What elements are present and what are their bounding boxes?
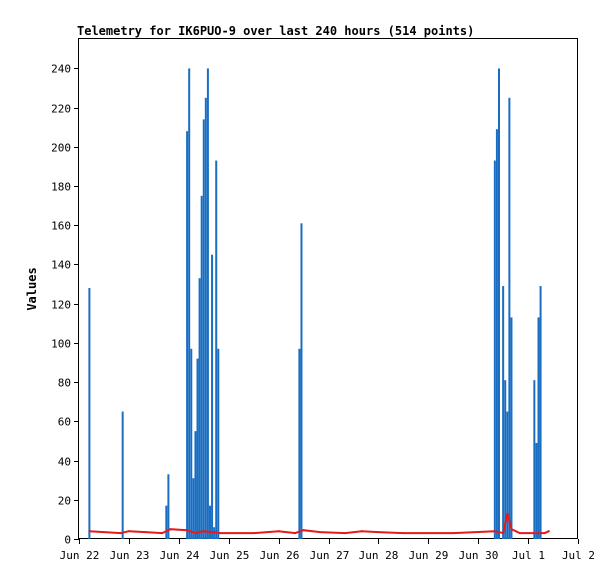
spike-bar (167, 474, 170, 539)
baseline-point (219, 532, 222, 535)
baseline-point (547, 530, 550, 533)
spike-bar (186, 131, 189, 539)
baseline-point (186, 529, 189, 532)
baseline-point (202, 530, 205, 533)
baseline-point (493, 530, 496, 533)
baseline-point (502, 532, 505, 535)
y-tick-label: 20 (58, 495, 71, 508)
baseline-point (88, 530, 91, 533)
spike-bars (88, 68, 542, 540)
spike-bar (493, 160, 496, 539)
spike-bar (211, 254, 214, 539)
spike-bar (165, 505, 168, 539)
baseline-point (510, 528, 513, 531)
y-tick-label: 120 (51, 299, 71, 312)
baseline-point (319, 531, 322, 534)
spike-bar (535, 442, 538, 539)
spike-bar (300, 223, 303, 539)
y-tick-label: 240 (51, 63, 71, 76)
x-tick-label: Jul 1 (512, 549, 545, 562)
spike-bar (298, 348, 301, 539)
baseline-point (302, 529, 305, 532)
baseline-point (144, 531, 147, 534)
spike-bar (506, 411, 509, 539)
spike-bar (198, 278, 201, 539)
plot-frame (78, 38, 578, 539)
baseline-point (452, 532, 455, 535)
baseline-point (360, 530, 363, 533)
spike-bar (202, 119, 205, 540)
spike-bar (206, 68, 209, 539)
y-tick-label: 160 (51, 220, 71, 233)
baseline-point (119, 532, 122, 535)
spike-bar (217, 348, 220, 539)
spike-bar (88, 288, 91, 539)
baseline-line (89, 513, 550, 535)
y-axis-label: Values (25, 267, 39, 310)
x-tick-label: Jul 2 (562, 549, 595, 562)
x-tick-label: Jun 24 (160, 549, 200, 562)
baseline-point (161, 532, 164, 535)
baseline-point (506, 512, 509, 515)
spike-bar (188, 68, 191, 539)
spike-bar (497, 68, 500, 539)
baseline-point (294, 532, 297, 535)
y-tick-label: 80 (58, 377, 71, 390)
spike-bar (504, 380, 507, 539)
spike-bar (495, 129, 498, 539)
baseline-point (169, 528, 172, 531)
x-tick-label: Jun 22 (60, 549, 100, 562)
x-tick-label: Jun 23 (110, 549, 150, 562)
spike-bar (533, 380, 536, 539)
baseline-point (252, 532, 255, 535)
chart-title: Telemetry for IK6PUO-9 over last 240 hou… (77, 24, 474, 38)
y-tick-label: 180 (51, 181, 71, 194)
spike-bar (190, 348, 193, 539)
x-tick-label: Jun 30 (459, 549, 499, 562)
x-tick-label: Jun 28 (359, 549, 399, 562)
baseline-point (277, 530, 280, 533)
spike-bar (194, 431, 197, 539)
x-tick-label: Jun 25 (210, 549, 250, 562)
baseline-point (127, 530, 130, 533)
spike-bar (204, 97, 207, 539)
baseline-point (194, 532, 197, 535)
spike-bar (215, 160, 218, 539)
spike-bar (196, 358, 199, 539)
baseline-series (88, 512, 550, 535)
y-tick-label: 220 (51, 103, 71, 116)
spike-bar (508, 97, 511, 539)
y-tick-label: 100 (51, 338, 71, 351)
spike-bar (537, 317, 540, 539)
spike-bar (502, 286, 505, 539)
x-axis: Jun 22 Jun 23 Jun 24 Jun 25 Jun 26 Jun 27 Jun … (60, 539, 595, 562)
y-tick-label: 0 (64, 534, 71, 547)
baseline-point (518, 532, 521, 535)
y-tick-label: 200 (51, 142, 71, 155)
spike-bar (200, 195, 203, 540)
spike-bar (192, 478, 195, 539)
spike-bar (208, 505, 211, 539)
baseline-point (102, 531, 105, 534)
baseline-point (344, 532, 347, 535)
baseline-point (543, 532, 546, 535)
baseline-point (402, 532, 405, 535)
spike-bar (539, 286, 542, 539)
x-tick-label: Jun 29 (409, 549, 449, 562)
y-tick-label: 60 (58, 416, 71, 429)
spike-bar (121, 411, 124, 539)
y-tick-label: 140 (51, 259, 71, 272)
baseline-point (377, 531, 380, 534)
x-tick-label: Jun 27 (310, 549, 350, 562)
spike-bar (510, 317, 513, 539)
y-tick-label: 40 (58, 456, 71, 469)
y-axis: 0 20 40 60 80 100 120 140 160 180 200 220 240 (51, 63, 79, 547)
x-tick-label: Jun 26 (260, 549, 300, 562)
